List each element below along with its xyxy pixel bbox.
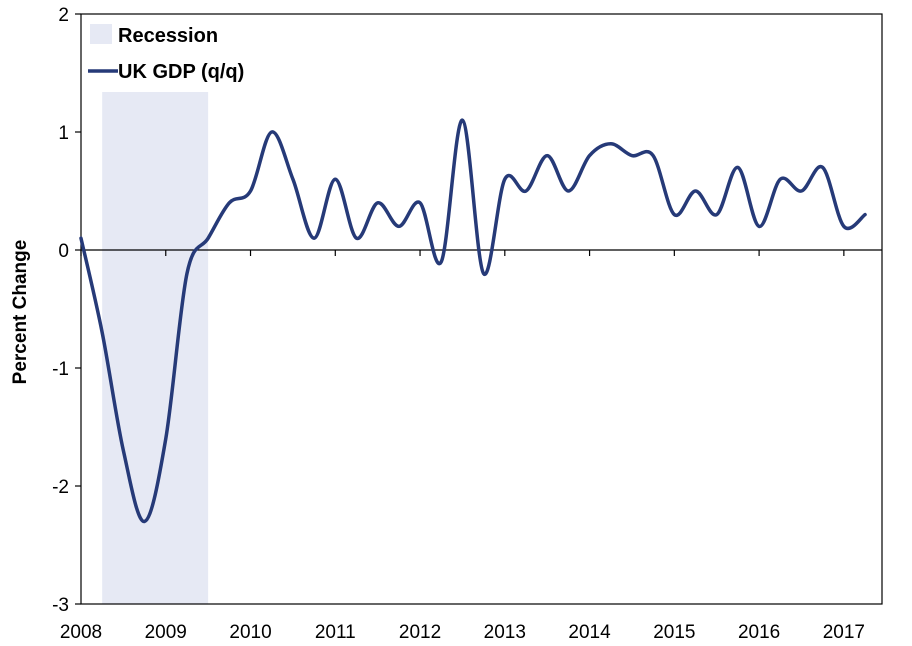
x-tick-label: 2009: [145, 622, 187, 643]
y-tick-label: -1: [52, 359, 69, 380]
x-tick-label: 2017: [823, 622, 865, 643]
x-tick-label: 2012: [399, 622, 441, 643]
x-tick-label: 2011: [315, 622, 356, 643]
plot-border: [80, 13, 883, 605]
recession-band: [102, 92, 209, 604]
y-tick-label: -3: [52, 595, 69, 616]
y-tick-label: 1: [58, 123, 69, 144]
y-tick-label: 0: [58, 241, 69, 262]
y-axis-title: Percent Change: [10, 240, 31, 385]
legend: Recession UK GDP (q/q): [88, 24, 244, 83]
x-tick-label: 2014: [568, 622, 611, 643]
x-tick-label: 2015: [653, 622, 695, 643]
legend-gdp-label: UK GDP (q/q): [118, 61, 244, 83]
recession-layer: [102, 92, 209, 604]
series-layer: [79, 118, 867, 524]
y-tick-label: 2: [58, 5, 69, 26]
x-tick-label: 2016: [738, 622, 780, 643]
x-axis: 2008 2009 2010 2011 2012 2013 2014 2015 2016 2017: [60, 250, 865, 643]
series-line-uk-gdp: [79, 118, 867, 524]
y-tick-label: -2: [52, 477, 69, 498]
legend-recession-label: Recession: [118, 25, 218, 47]
x-tick-label: 2010: [229, 622, 271, 643]
x-tick-label: 2008: [60, 622, 102, 643]
y-axis: -3 -2 -1 0 1 2: [52, 5, 81, 616]
legend-recession-swatch: [90, 24, 112, 44]
x-tick-label: 2013: [484, 622, 526, 643]
